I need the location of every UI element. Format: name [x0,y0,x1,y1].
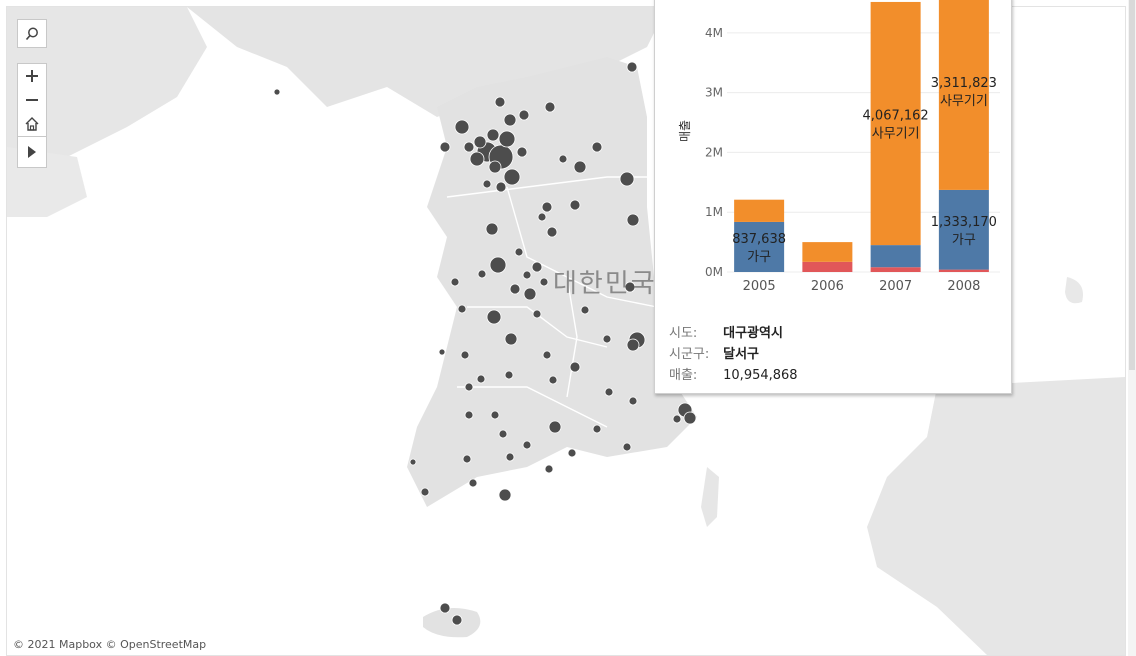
play-icon [28,146,36,158]
y-tick-label: 1M [705,205,723,219]
x-tick-label: 2007 [879,279,912,294]
x-tick-label: 2006 [811,279,844,294]
chart-x-ticks: 2005 2006 2007 2008 [743,279,981,294]
data-label-value: 1,333,170 [931,215,997,230]
map-controls [17,63,47,168]
bar-segment-orange[interactable] [734,199,785,222]
tooltip-panel: 0M 1M 2M 3M 4M 2005 2006 2007 2008 837,638 가구 4,0… [654,0,1012,394]
search-icon [25,27,38,40]
data-label-series: 가구 [952,233,976,248]
bar-segment-orange[interactable] [938,0,989,190]
minus-icon [26,99,38,101]
tooltip-field-sigungu: 시군구: 달서구 [669,343,760,362]
search-button[interactable] [17,19,47,48]
home-icon [25,117,39,131]
bar-segment-orange[interactable] [802,242,853,262]
field-key: 시군구: [669,347,710,362]
bar-segment-orange[interactable] [870,1,921,246]
data-label-series: 가구 [747,250,771,265]
bar-segment-blue[interactable] [938,189,989,270]
expand-toolbar-button[interactable] [18,137,46,167]
tooltip-field-sales: 매출: 10,954,868 [669,364,798,383]
bar-segment-red[interactable] [870,267,921,272]
data-label-value: 3,311,823 [931,76,997,91]
land-right-top [1065,277,1083,304]
y-tick-label: 4M [705,26,723,40]
scrollbar-thumb[interactable] [1129,0,1135,370]
x-tick-label: 2005 [743,279,776,294]
home-button[interactable] [18,112,46,136]
bar-segment-blue[interactable] [734,221,785,272]
field-key: 시도: [669,326,698,341]
field-value: 달서구 [723,347,760,362]
data-label-value: 4,067,162 [863,109,929,124]
land-japan [867,377,1125,655]
y-tick-label: 2M [705,145,723,159]
zoom-out-button[interactable] [18,88,46,112]
tooltip-field-sido: 시도: 대구광역시 [669,322,783,341]
y-tick-label: 3M [705,86,723,100]
location-markers [273,61,697,626]
land-tsushima [701,467,719,527]
chart-y-label: 매출 [678,120,692,142]
bar-segment-red[interactable] [802,261,853,272]
plus-icon [26,70,38,82]
data-label-value: 837,638 [732,232,786,247]
x-tick-label: 2008 [947,279,980,294]
land-south-korea [407,57,697,507]
zoom-in-button[interactable] [18,64,46,88]
data-label-series: 사무기기 [940,94,988,109]
land-jeju [423,608,481,638]
y-tick-label: 0M [705,265,723,279]
chart-bars [734,0,989,272]
map-attribution: © 2021 Mapbox © OpenStreetMap [13,638,207,651]
chart-y-ticks: 0M 1M 2M 3M 4M [705,26,723,279]
chart-data-labels: 837,638 가구 4,067,162 사무기기 3,311,823 사무기기 1,333… [732,76,997,265]
province-borders [446,176,658,428]
data-label-series: 사무기기 [872,127,920,142]
map-canvas[interactable] [7,7,1125,655]
vertical-scrollbar[interactable] [1128,0,1136,656]
bar-segment-blue[interactable] [870,245,921,268]
field-value: 대구광역시 [723,326,783,341]
country-label: 대한민국 [553,269,657,299]
field-key: 매출: [669,368,698,383]
field-value: 10,954,868 [723,368,798,383]
sales-bar-chart: 0M 1M 2M 3M 4M 2005 2006 2007 2008 837,638 가구 4,0… [678,0,1000,294]
land-china [7,7,207,177]
bar-segment-red[interactable] [938,269,989,272]
